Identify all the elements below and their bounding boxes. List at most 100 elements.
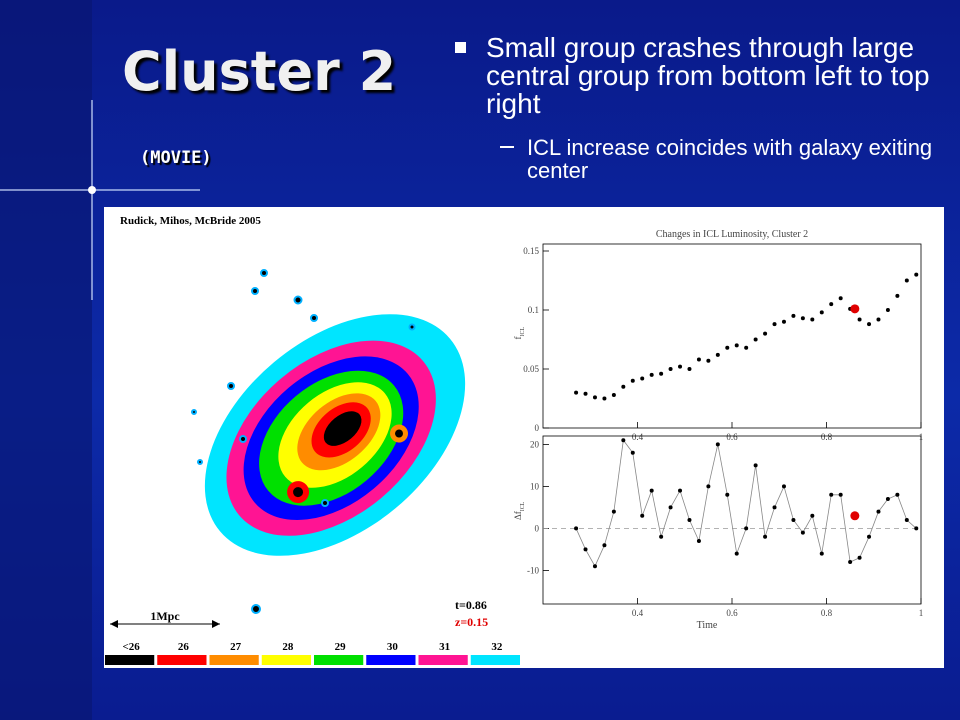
galaxy [251,287,259,295]
data-point [744,345,749,350]
colorbar-label: 29 [335,641,347,653]
bullet-text: Small group crashes through large centra… [486,32,930,119]
colorbar-swatch [470,655,520,665]
colorbar-swatch [366,655,416,665]
time-label: t=0.86 [455,598,487,612]
x-tick-label: 0.8 [821,432,833,442]
x-axis-label: Time [697,620,718,631]
data-point [763,331,768,336]
slide-title: Cluster 2 [122,40,397,103]
data-point [904,518,909,522]
data-point [583,391,588,396]
highlight-point [850,511,860,521]
data-point [800,316,805,321]
x-tick-label: 0.4 [632,432,644,442]
data-point [611,392,616,397]
galaxy [260,269,268,277]
data-point [819,551,824,556]
side-strip [0,0,92,720]
data-point [592,564,597,569]
data-point [763,534,768,539]
data-point [715,352,720,357]
y-tick-label: 0 [535,523,540,533]
data-point [810,317,815,322]
y-label-main: f [513,337,523,340]
density-map [204,314,466,556]
data-point [810,513,815,518]
data-point [904,278,909,283]
data-point [838,296,843,301]
y-tick-label: 10 [530,481,540,491]
data-point [895,492,900,497]
data-point [678,488,683,493]
data-point [640,376,645,381]
galaxy [251,604,261,614]
data-point [819,310,824,315]
data-point [829,302,834,307]
data-point [649,372,654,377]
x-tick-label: 0.4 [632,608,644,618]
y-tick-label: 20 [530,439,540,449]
y-axis-label: fICL [513,327,526,340]
y-tick-label: 0.15 [523,246,539,256]
y-tick-label: 0.05 [523,364,539,374]
data-point [668,367,673,371]
data-point [583,547,588,552]
data-point [876,317,881,322]
data-point [592,395,597,400]
galaxy [310,314,318,322]
data-point [848,560,853,564]
galaxy [239,435,247,443]
data-point [696,357,701,362]
galaxy [293,487,304,498]
data-point [649,488,654,493]
data-point [772,322,777,327]
data-point [838,492,843,497]
data-point [876,509,881,514]
data-point [668,505,673,510]
galaxy [191,409,197,415]
data-point [659,534,664,539]
data-point [678,364,683,369]
data-point [867,534,872,539]
colorbar-label: 31 [439,641,450,653]
data-point [706,358,711,363]
data-point [885,497,890,501]
data-point [715,442,720,447]
data-point [914,526,919,531]
highlight-point [850,304,860,314]
data-point [706,484,711,489]
bullet-marker [455,42,466,53]
y-label-sub: ICL [520,501,526,511]
data-point [781,484,786,489]
colorbar-swatch [105,655,155,665]
colorbar-swatch [314,655,364,665]
data-point [781,319,786,324]
data-point [696,539,701,543]
galaxy [197,459,203,465]
galaxy [321,499,329,507]
y-tick-label: 0.1 [528,305,539,315]
x-tick-label: 0.8 [821,608,833,618]
data-point [621,384,626,389]
data-point [800,530,805,535]
colorbar-label: 30 [387,641,399,653]
galaxy [227,382,235,390]
data-point [895,293,900,298]
data-point [602,543,607,548]
y-axis-label: ΔfICL [513,501,526,520]
satellites [191,269,416,614]
x-tick-label: 1 [919,608,924,618]
data-point [753,463,758,468]
data-point [659,371,664,376]
colorbar-swatch [418,655,468,665]
data-point [829,492,834,497]
scale-label: 1Mpc [150,609,180,623]
colorbar-label: 32 [491,641,503,653]
y-label-main: Δf [513,511,523,520]
figure-credit: Rudick, Mihos, McBride 2005 [120,215,261,227]
data-point [640,513,645,518]
sparkle-center [88,186,96,194]
data-point [914,272,919,277]
